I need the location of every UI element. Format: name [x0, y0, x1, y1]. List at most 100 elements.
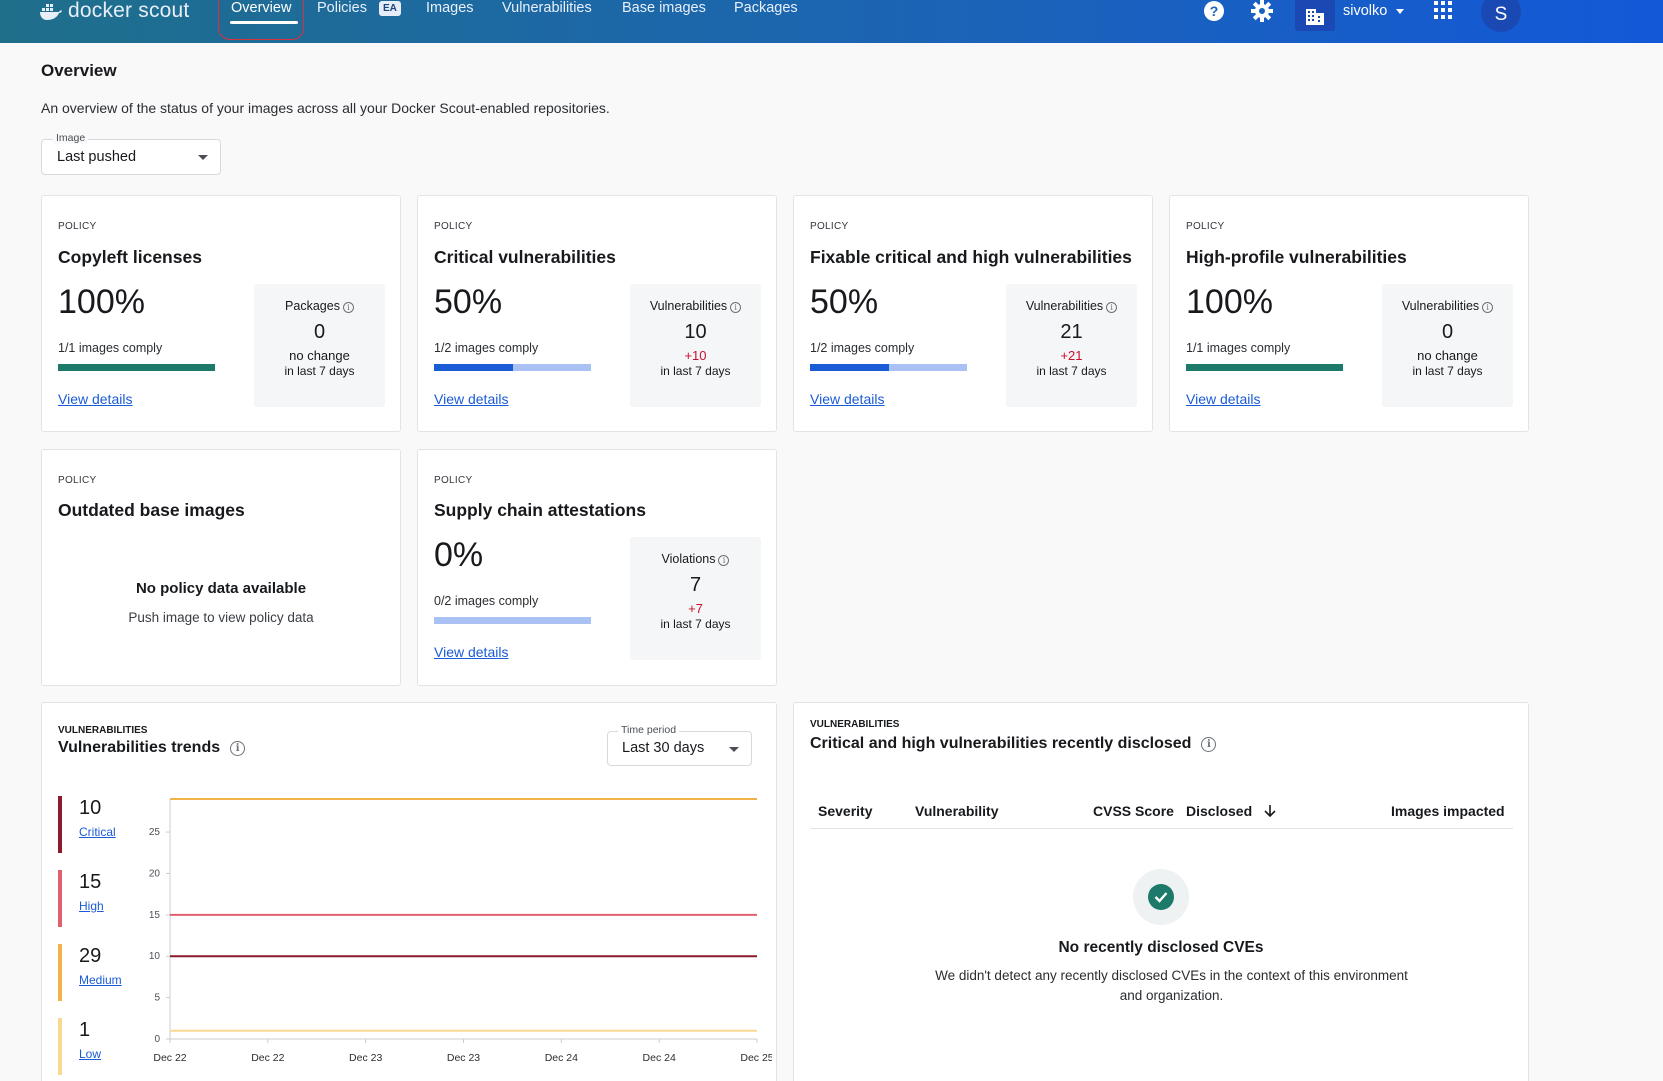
tab-base-images[interactable]: Base images: [622, 0, 706, 16]
metric-period: in last 7 days: [1036, 364, 1107, 378]
time-period-label: Time period: [618, 724, 680, 736]
metric-panel: Vulnerabilities i 0 no change in last 7 d…: [1382, 284, 1513, 407]
compliance-progress-fill: [434, 364, 513, 371]
vulnerabilities-trend-chart: 0 5 10 15 20 25 Dec 22 Dec 22 Dec 23 Dec 23 Dec 24…: [149, 798, 772, 1064]
y-tick-label: 25: [149, 827, 161, 838]
compliance-progress-bar: [434, 617, 591, 624]
compliance-progress-fill: [58, 364, 215, 371]
metric-change: +21: [1060, 348, 1083, 363]
vulnerabilities-trends-card: VULNERABILITIES Vulnerabilities trends i …: [41, 702, 777, 1081]
y-tick-label: 20: [149, 868, 161, 879]
compliance-percent: 0%: [434, 536, 484, 574]
legend-critical-link[interactable]: Critical: [79, 825, 116, 839]
gear-icon[interactable]: [1251, 0, 1273, 22]
column-header-images-impacted[interactable]: Images impacted: [1391, 803, 1505, 819]
card-title: Fixable critical and high vulnerabilitie…: [810, 247, 1132, 267]
card-title: Supply chain attestations: [434, 500, 646, 520]
compliance-text: 1/2 images comply: [434, 341, 539, 355]
info-icon[interactable]: i: [1106, 302, 1118, 313]
x-tick-label: Dec 22: [251, 1052, 284, 1064]
legend-count: 29: [79, 945, 102, 967]
policy-card-critical-vulnerabilities: POLICY Critical vulnerabilities 50% 1/2 …: [417, 195, 777, 432]
chevron-down-icon: [198, 155, 208, 160]
x-tick-label: Dec 22: [153, 1052, 186, 1064]
view-details-link[interactable]: View details: [434, 391, 509, 407]
docker-whale-icon: [40, 4, 62, 20]
page-subtitle: An overview of the status of your images…: [41, 100, 610, 116]
metric-change: +10: [684, 348, 707, 363]
metric-value: 7: [689, 574, 702, 596]
legend-high-link[interactable]: High: [79, 899, 104, 913]
compliance-text: 1/1 images comply: [58, 341, 163, 355]
image-select-value: Last pushed: [57, 149, 137, 165]
card-title: Critical vulnerabilities: [434, 247, 616, 267]
organization-name[interactable]: sivolko: [1343, 3, 1388, 19]
tab-vulnerabilities[interactable]: Vulnerabilities: [502, 0, 592, 16]
legend-critical: 10 Critical: [58, 796, 128, 853]
legend-low: 1 Low: [58, 1018, 128, 1075]
info-icon[interactable]: i: [730, 302, 742, 313]
legend-medium-link[interactable]: Medium: [79, 973, 122, 987]
info-icon[interactable]: i: [1482, 302, 1494, 313]
time-period-select[interactable]: Time period Last 30 days: [607, 724, 752, 766]
card-title-text: Vulnerabilities trends: [58, 739, 221, 756]
info-icon[interactable]: i: [342, 302, 354, 313]
metric-value: 0: [1441, 321, 1454, 343]
view-details-link[interactable]: View details: [810, 391, 885, 407]
tab-policies[interactable]: Policies: [317, 0, 367, 16]
metric-panel: Violations i 7 +7 in last 7 days: [630, 537, 761, 660]
tab-packages[interactable]: Packages: [734, 0, 798, 16]
chevron-down-icon[interactable]: [1396, 9, 1404, 14]
check-circle-icon: [1148, 884, 1174, 910]
help-icon[interactable]: ?: [1203, 0, 1225, 22]
image-select[interactable]: Image Last pushed: [41, 132, 221, 175]
view-details-link[interactable]: View details: [58, 391, 133, 407]
brand-name: docker scout: [68, 0, 190, 22]
info-icon[interactable]: i: [718, 555, 730, 566]
column-header-cvss-score[interactable]: CVSS Score: [1093, 803, 1174, 819]
highlight-annotation: [218, 0, 304, 40]
empty-state-title: No recently disclosed CVEs: [1058, 939, 1264, 956]
card-eyebrow: POLICY: [1186, 221, 1225, 232]
info-icon[interactable]: i: [230, 741, 246, 756]
x-tick-label: Dec 25: [740, 1052, 772, 1064]
card-eyebrow: VULNERABILITIES: [810, 719, 900, 730]
y-tick-label: 0: [154, 1034, 160, 1045]
policy-card-copyleft-licenses: POLICY Copyleft licenses 100% 1/1 images…: [41, 195, 401, 432]
card-title: Copyleft licenses: [58, 247, 202, 267]
tab-overview[interactable]: Overview: [231, 0, 292, 16]
column-header-disclosed-label: Disclosed: [1186, 803, 1253, 819]
active-tab-indicator: [230, 21, 298, 24]
column-header-severity[interactable]: Severity: [818, 803, 873, 819]
info-icon[interactable]: i: [1201, 737, 1217, 752]
card-title: Vulnerabilities trends i: [58, 739, 246, 757]
policy-card-fixable-critical-high: POLICY Fixable critical and high vulnera…: [793, 195, 1153, 432]
table-header-divider: [810, 828, 1513, 829]
compliance-progress-bar: [58, 364, 215, 371]
metric-period: in last 7 days: [284, 364, 355, 378]
compliance-progress-fill: [1186, 364, 1343, 371]
apps-grid-icon[interactable]: [1434, 1, 1452, 19]
view-details-link[interactable]: View details: [434, 644, 509, 660]
column-header-vulnerability[interactable]: Vulnerability: [915, 803, 999, 819]
metric-change: +7: [688, 601, 703, 616]
compliance-progress-bar: [434, 364, 591, 371]
compliance-progress-bar: [810, 364, 967, 371]
metric-value: 10: [684, 321, 707, 343]
time-period-value: Last 30 days: [622, 740, 705, 756]
legend-low-link[interactable]: Low: [79, 1047, 102, 1061]
metric-label: Vulnerabilities: [1401, 299, 1480, 313]
metric-period: in last 7 days: [660, 617, 731, 631]
metric-change: no change: [1417, 348, 1478, 363]
organization-button[interactable]: [1295, 0, 1335, 31]
tab-images[interactable]: Images: [426, 0, 474, 16]
empty-state-text: Push image to view policy data: [128, 610, 314, 625]
column-header-disclosed[interactable]: Disclosed: [1186, 803, 1276, 819]
view-details-link[interactable]: View details: [1186, 391, 1261, 407]
x-tick-label: Dec 23: [349, 1052, 382, 1064]
card-eyebrow: POLICY: [58, 475, 97, 486]
docker-scout-logo[interactable]: docker scout: [40, 0, 189, 22]
compliance-progress-fill: [810, 364, 889, 371]
avatar[interactable]: S: [1481, 0, 1521, 32]
card-eyebrow: POLICY: [58, 221, 97, 232]
